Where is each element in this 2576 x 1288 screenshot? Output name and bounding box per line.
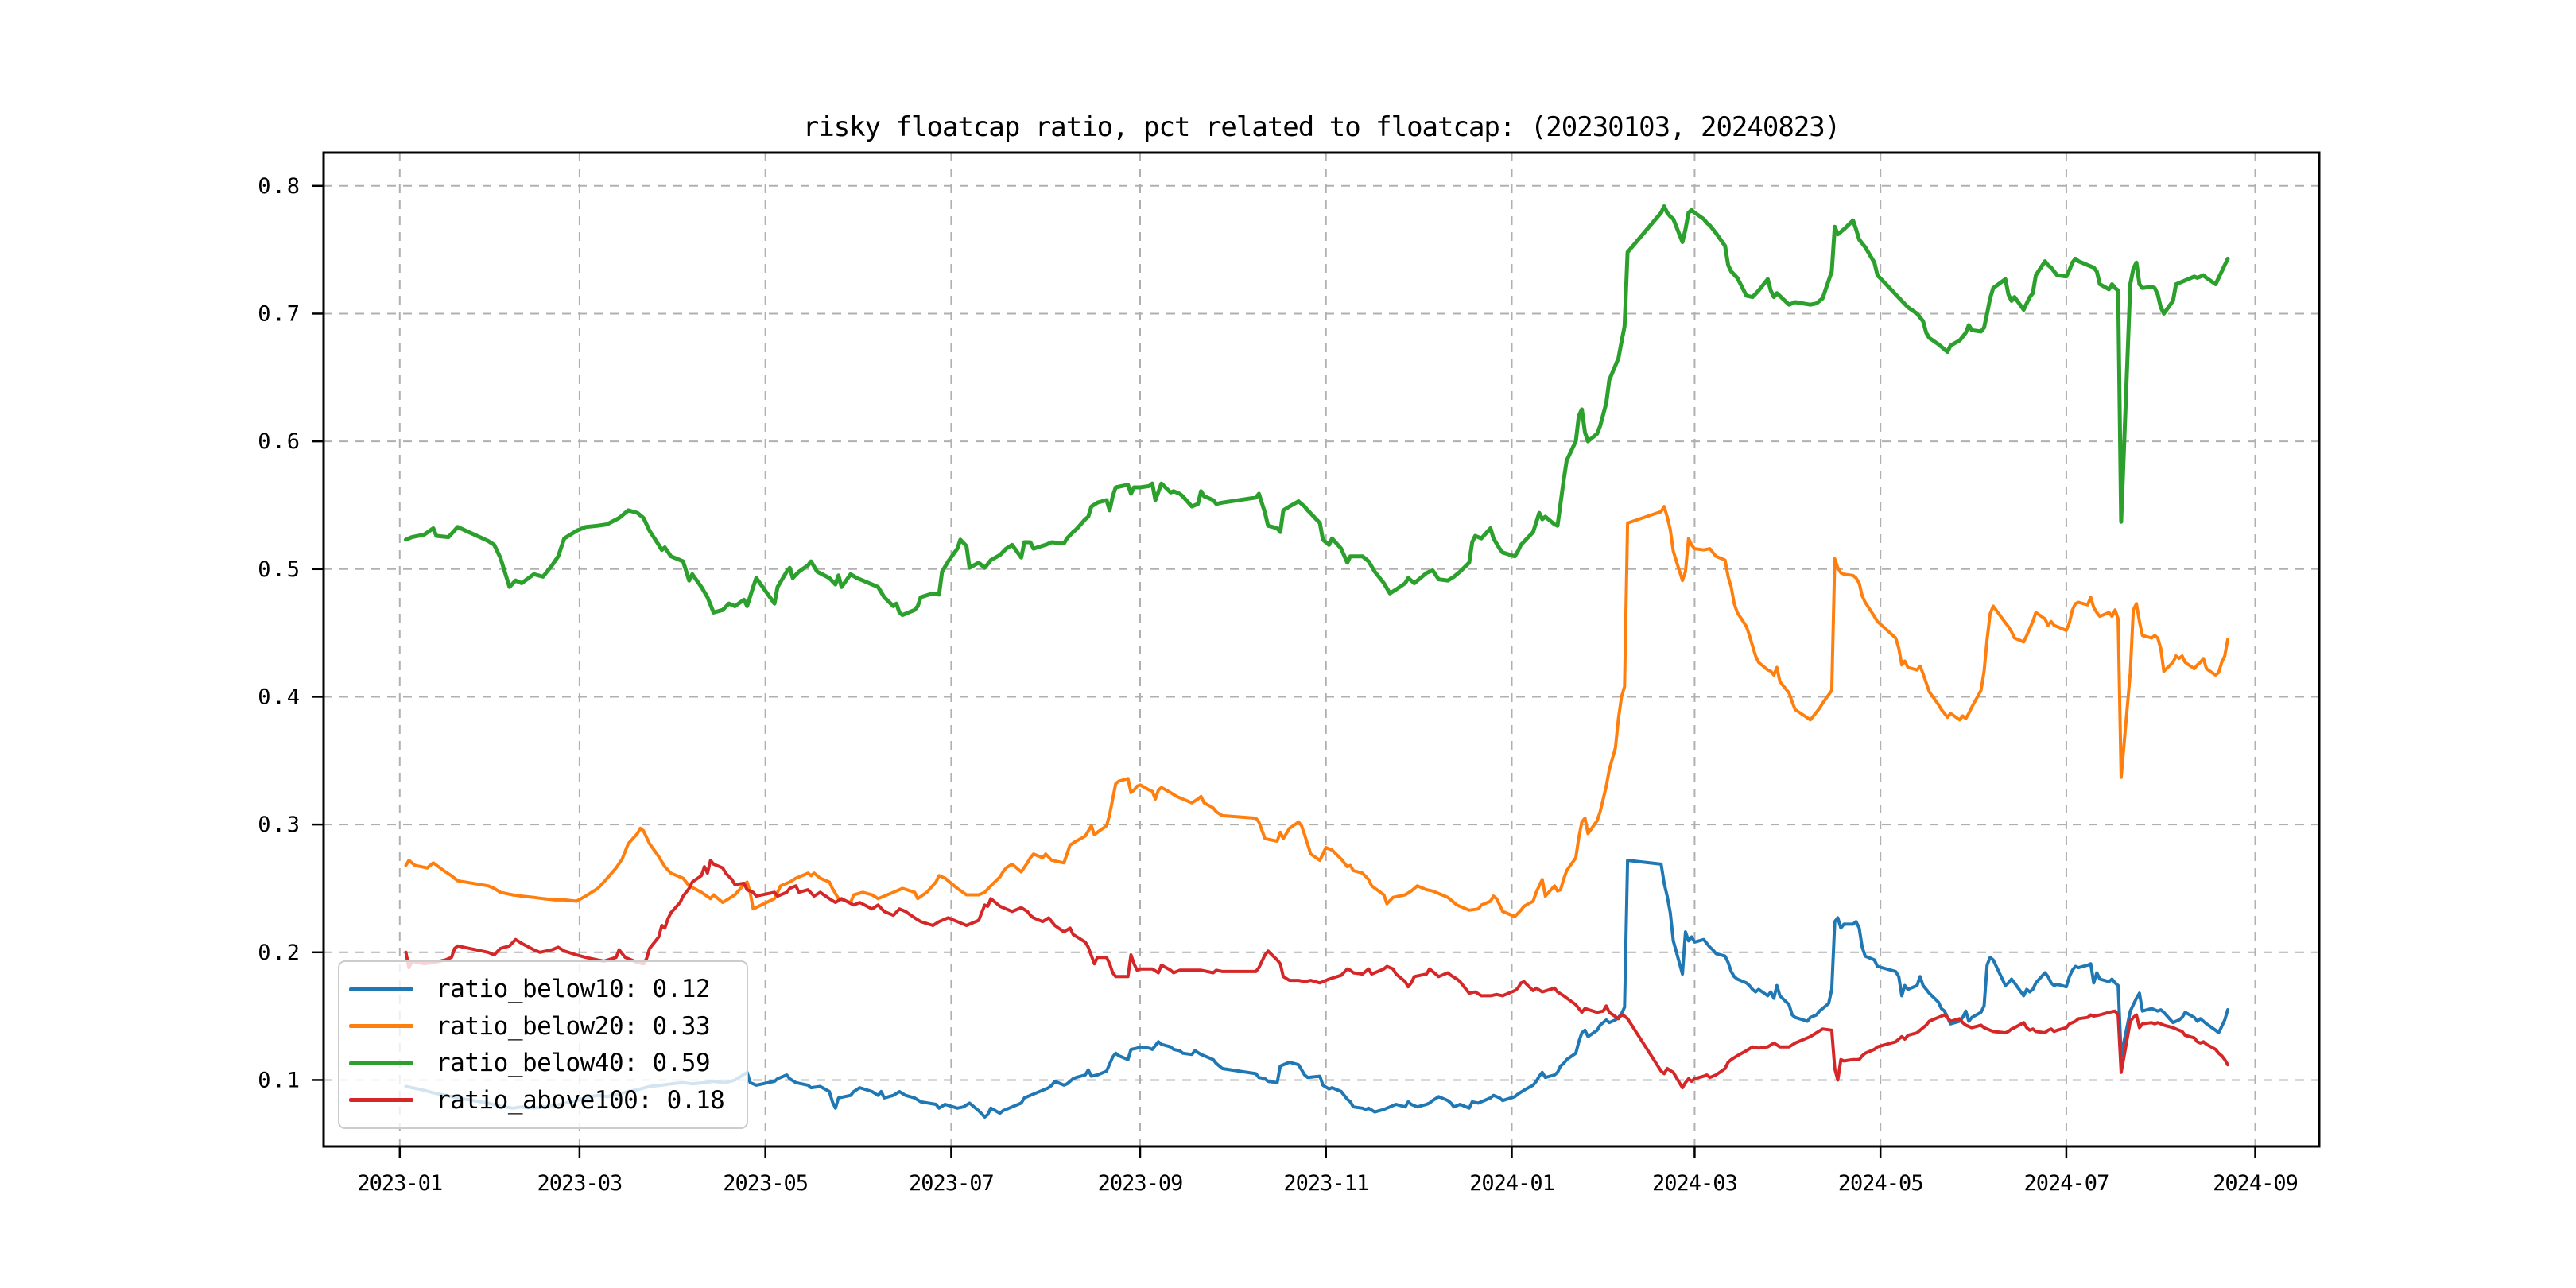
plot-border	[322, 151, 2321, 1148]
x-tick-label: 2024-07	[2024, 1171, 2109, 1196]
x-tick-label: 2023-11	[1283, 1171, 1368, 1196]
legend-label: ratio_below20: 0.33	[436, 1011, 711, 1041]
x-tick-label: 2023-03	[537, 1171, 622, 1196]
legend-line-sample	[349, 1098, 413, 1103]
y-tick-label: 0.3	[258, 813, 301, 837]
series-line-ratio_above100	[404, 859, 2229, 1090]
legend-label: ratio_below10: 0.12	[436, 975, 711, 1004]
legend-item-ratio_below20: ratio_below20: 0.33	[349, 1012, 747, 1041]
chart-legend: ratio_below10: 0.12 ratio_below20: 0.33 ra…	[338, 960, 748, 1129]
x-tick-label: 2024-05	[1838, 1171, 1923, 1196]
legend-label: ratio_below40: 0.59	[436, 1049, 711, 1078]
y-tick-label: 0.1	[258, 1068, 301, 1092]
y-tick-label: 0.7	[258, 301, 301, 326]
legend-line-sample	[349, 1024, 413, 1029]
y-tick-label: 0.4	[258, 685, 301, 709]
legend-line-sample	[349, 1061, 413, 1065]
series-line-ratio_below40	[404, 204, 2230, 618]
x-tick-label: 2023-07	[909, 1171, 994, 1196]
legend-item-ratio_below10: ratio_below10: 0.12	[349, 975, 747, 1003]
legend-line-sample	[349, 987, 413, 991]
y-tick-label: 0.5	[258, 557, 301, 582]
x-tick-label: 2024-09	[2213, 1171, 2298, 1196]
chart-title: risky floatcap ratio, pct related to flo…	[802, 111, 1841, 143]
y-tick-label: 0.8	[258, 174, 301, 199]
x-tick-label: 2023-01	[357, 1171, 442, 1196]
legend-item-ratio_below40: ratio_below40: 0.59	[349, 1049, 747, 1077]
x-tick-label: 2024-03	[1652, 1171, 1737, 1196]
series-line-ratio_below20	[404, 505, 2229, 918]
legend-label: ratio_above100: 0.18	[436, 1085, 725, 1115]
y-tick-label: 0.2	[258, 941, 301, 965]
legend-item-ratio_above100: ratio_above100: 0.18	[349, 1086, 747, 1115]
x-tick-label: 2023-09	[1098, 1171, 1183, 1196]
series-line-ratio_below10	[404, 859, 2229, 1119]
x-tick-label: 2024-01	[1469, 1171, 1554, 1196]
y-tick-label: 0.6	[258, 429, 301, 454]
x-tick-label: 2023-05	[723, 1171, 808, 1196]
